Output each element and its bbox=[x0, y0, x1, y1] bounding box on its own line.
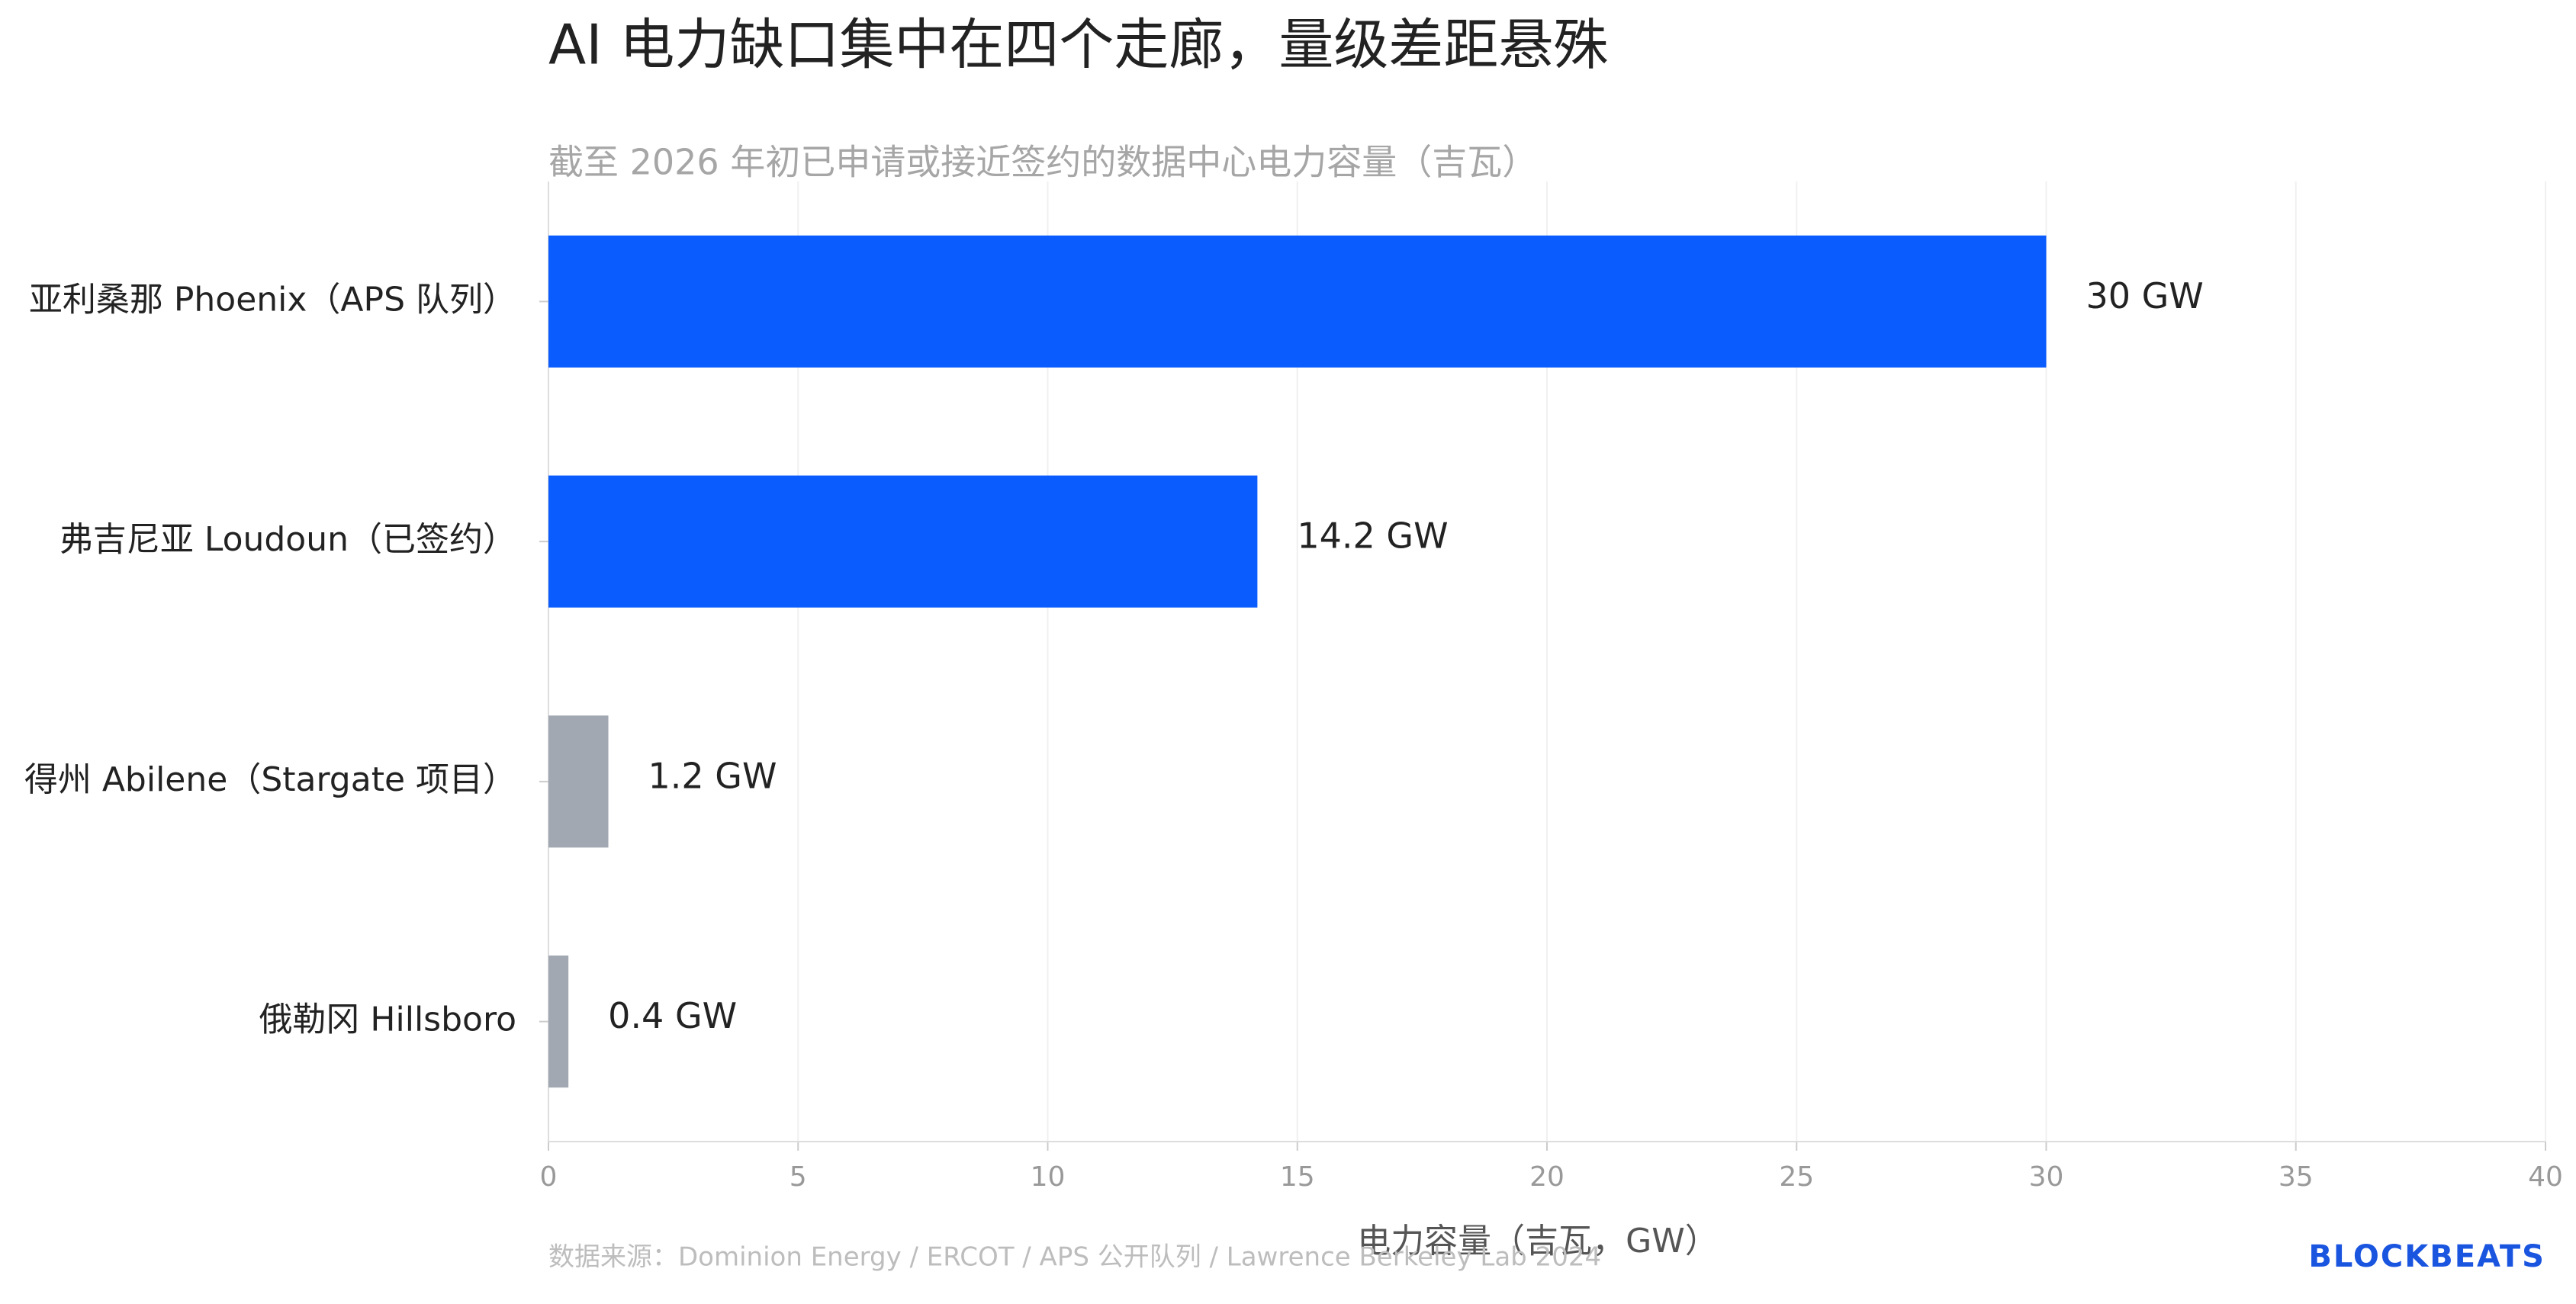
x-tick-label: 15 bbox=[1280, 1161, 1315, 1193]
x-tick-label: 30 bbox=[2029, 1161, 2064, 1193]
x-tick-label: 10 bbox=[1031, 1161, 1066, 1193]
chart-subtitle: 截至 2026 年初已申请或接近签约的数据中心电力容量（吉瓦） bbox=[548, 142, 1537, 183]
x-tick-label: 5 bbox=[790, 1161, 807, 1193]
chart-title: AI 电力缺口集中在四个走廊，量级差距悬殊 bbox=[548, 13, 1608, 77]
x-axis-label: 电力容量（吉瓦，GW） bbox=[1357, 1222, 1719, 1261]
x-tick-label: 25 bbox=[1779, 1161, 1814, 1193]
y-tick-label: 弗吉尼亚 Loudoun（已签约） bbox=[59, 520, 516, 559]
bar bbox=[548, 715, 609, 848]
value-label: 30 GW bbox=[2086, 275, 2204, 316]
value-label: 1.2 GW bbox=[648, 755, 777, 796]
bar bbox=[548, 235, 2047, 368]
x-tick-label: 40 bbox=[2528, 1161, 2563, 1193]
x-tick-label: 0 bbox=[540, 1161, 558, 1193]
y-tick-label: 得州 Abilene（Stargate 项目） bbox=[24, 760, 516, 799]
logo: BLOCKBEATS bbox=[2308, 1239, 2545, 1274]
x-tick-label: 20 bbox=[1529, 1161, 1565, 1193]
value-label: 14.2 GW bbox=[1297, 515, 1448, 557]
value-label: 0.4 GW bbox=[608, 995, 737, 1036]
y-tick-label: 俄勒冈 Hillsboro bbox=[259, 1000, 516, 1039]
bar bbox=[548, 956, 569, 1088]
source-note: 数据来源：Dominion Energy / ERCOT / APS 公开队列 … bbox=[548, 1242, 1601, 1273]
x-tick-label: 35 bbox=[2279, 1161, 2314, 1193]
y-tick-label: 亚利桑那 Phoenix（APS 队列） bbox=[29, 280, 516, 319]
bar bbox=[548, 475, 1258, 608]
